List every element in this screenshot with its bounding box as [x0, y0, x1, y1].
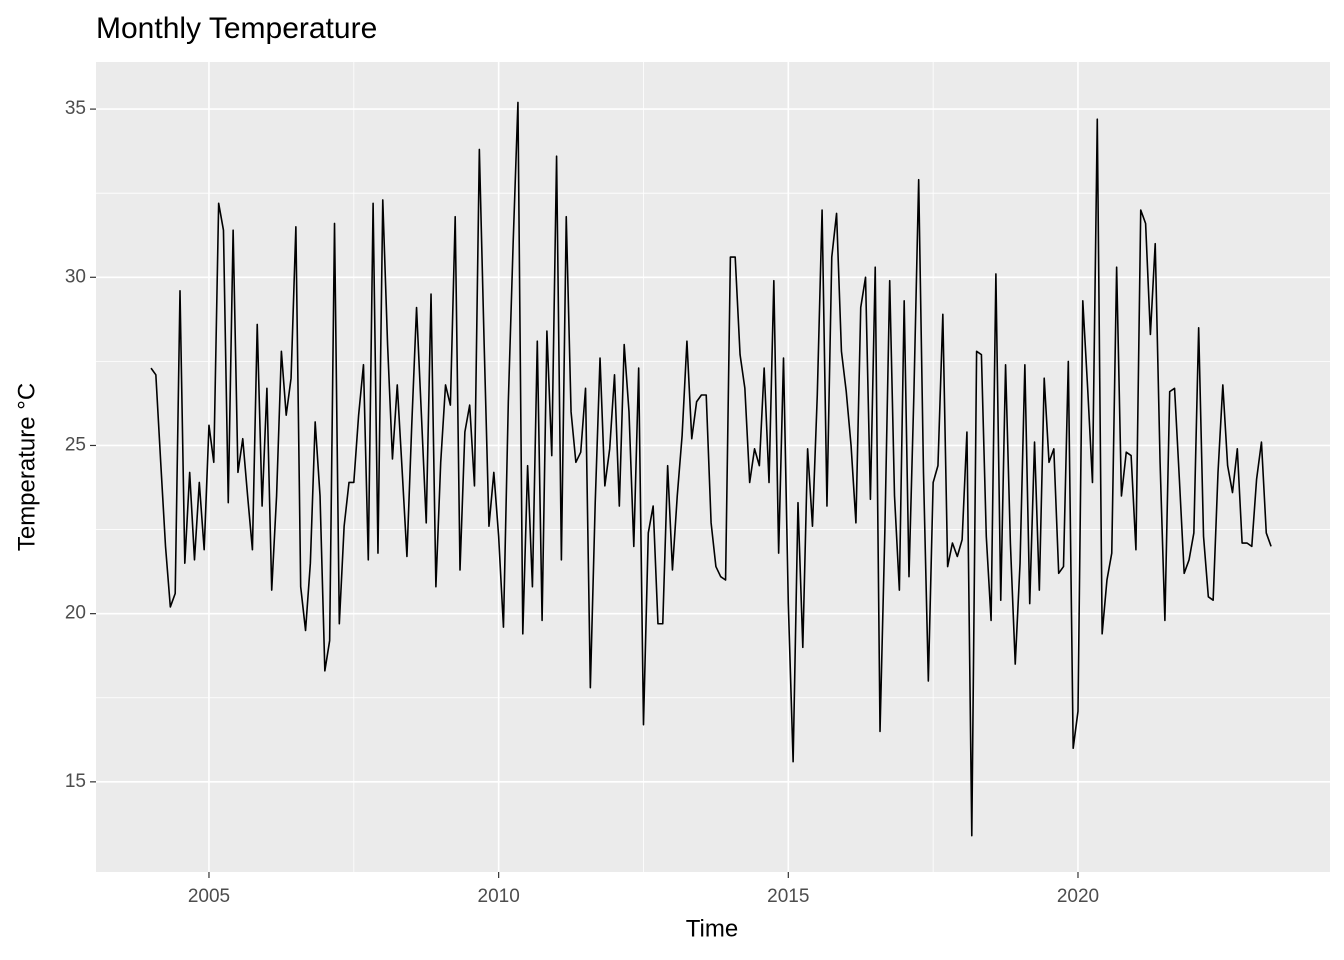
x-axis-title: Time [686, 915, 738, 942]
x-tick-label: 2005 [188, 886, 230, 907]
x-tick-label: 2010 [478, 886, 520, 907]
y-axis-title: Temperature °C [13, 383, 40, 551]
marks [150, 101, 1272, 837]
chart-title: Monthly Temperature [96, 12, 377, 45]
data-line [150, 101, 1272, 837]
y-tick-label: 20 [65, 603, 86, 624]
x-tick-label: 2015 [767, 886, 809, 907]
y-tick-label: 35 [65, 98, 86, 119]
grid [96, 62, 1330, 872]
x-tick-label: 2020 [1057, 886, 1099, 907]
y-tick-label: 25 [65, 434, 86, 455]
plot-panel [96, 62, 1330, 872]
y-tick-label: 15 [65, 771, 86, 792]
y-tick-label: 30 [65, 266, 86, 287]
